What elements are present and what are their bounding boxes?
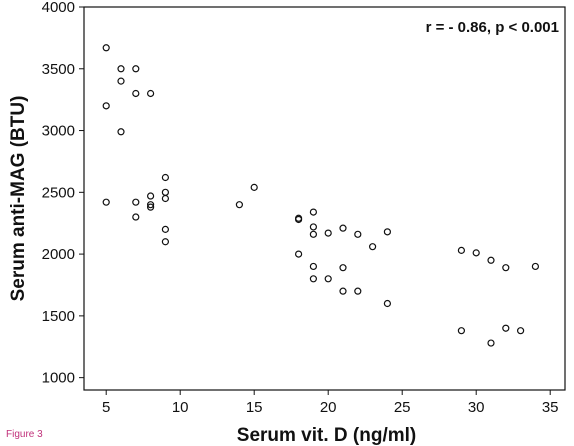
- data-point: [309, 275, 317, 283]
- data-point: [472, 249, 480, 257]
- data-point: [502, 264, 510, 272]
- figure-caption: Figure 3: [6, 429, 43, 440]
- data-points: [102, 44, 540, 347]
- data-point: [457, 246, 465, 254]
- data-point: [295, 215, 303, 224]
- x-axis-title: Serum vit. D (ng/ml): [237, 425, 416, 446]
- data-point: [147, 89, 155, 98]
- data-point: [102, 102, 110, 110]
- data-point: [147, 203, 155, 211]
- data-point: [295, 250, 303, 258]
- data-point: [324, 275, 332, 283]
- data-point: [147, 201, 155, 209]
- data-point: [132, 65, 140, 73]
- x-tick-label: 35: [542, 399, 559, 416]
- data-point: [502, 324, 510, 332]
- y-tick-label: 3500: [42, 61, 75, 78]
- plot-frame: [83, 6, 566, 391]
- x-tick-label: 25: [394, 399, 411, 416]
- data-point: [383, 228, 391, 236]
- data-point: [531, 262, 540, 271]
- data-point: [132, 89, 140, 98]
- x-tick-label: 5: [102, 399, 110, 416]
- data-point: [309, 208, 317, 216]
- data-point: [339, 224, 347, 232]
- data-point: [117, 128, 125, 136]
- y-tick-label: 4000: [42, 0, 75, 16]
- data-point: [487, 339, 495, 347]
- y-axis: 1000 1500 2000 2500 3000 3500 4000: [42, 0, 84, 387]
- data-point: [354, 230, 362, 238]
- data-point: [516, 327, 525, 335]
- data-point: [161, 194, 169, 203]
- data-point: [369, 243, 377, 251]
- data-point: [309, 262, 317, 271]
- data-point: [457, 327, 465, 335]
- data-point: [354, 287, 362, 295]
- data-point: [102, 198, 110, 206]
- data-point: [161, 173, 169, 182]
- data-point: [147, 192, 155, 200]
- data-point: [339, 264, 347, 272]
- y-tick-label: 3000: [42, 123, 75, 140]
- data-point: [309, 230, 317, 238]
- data-point: [132, 198, 140, 206]
- y-tick-label: 1000: [42, 370, 75, 387]
- data-point: [161, 188, 169, 196]
- x-tick-label: 10: [172, 399, 189, 416]
- correlation-annotation: r = - 0.86, p < 0.001: [426, 19, 559, 36]
- x-tick-label: 30: [468, 399, 485, 416]
- data-point: [132, 213, 140, 221]
- data-point: [117, 77, 125, 85]
- y-tick-label: 2000: [42, 246, 75, 263]
- data-point: [161, 225, 169, 233]
- data-point: [309, 223, 317, 231]
- y-axis-title: Serum anti-MAG (BTU): [8, 96, 29, 302]
- x-tick-label: 15: [246, 399, 263, 416]
- data-point: [161, 238, 169, 246]
- data-point: [250, 183, 258, 191]
- y-tick-label: 2500: [42, 184, 75, 201]
- data-point: [383, 299, 391, 308]
- y-tick-label: 1500: [42, 308, 75, 325]
- data-point: [235, 201, 243, 209]
- data-point: [487, 256, 495, 264]
- data-point: [102, 44, 110, 52]
- data-point: [117, 65, 125, 73]
- data-point: [324, 229, 332, 237]
- x-axis: 5 10 15 20 25 30 35: [102, 390, 559, 416]
- x-tick-label: 20: [320, 399, 337, 416]
- data-point: [339, 287, 347, 295]
